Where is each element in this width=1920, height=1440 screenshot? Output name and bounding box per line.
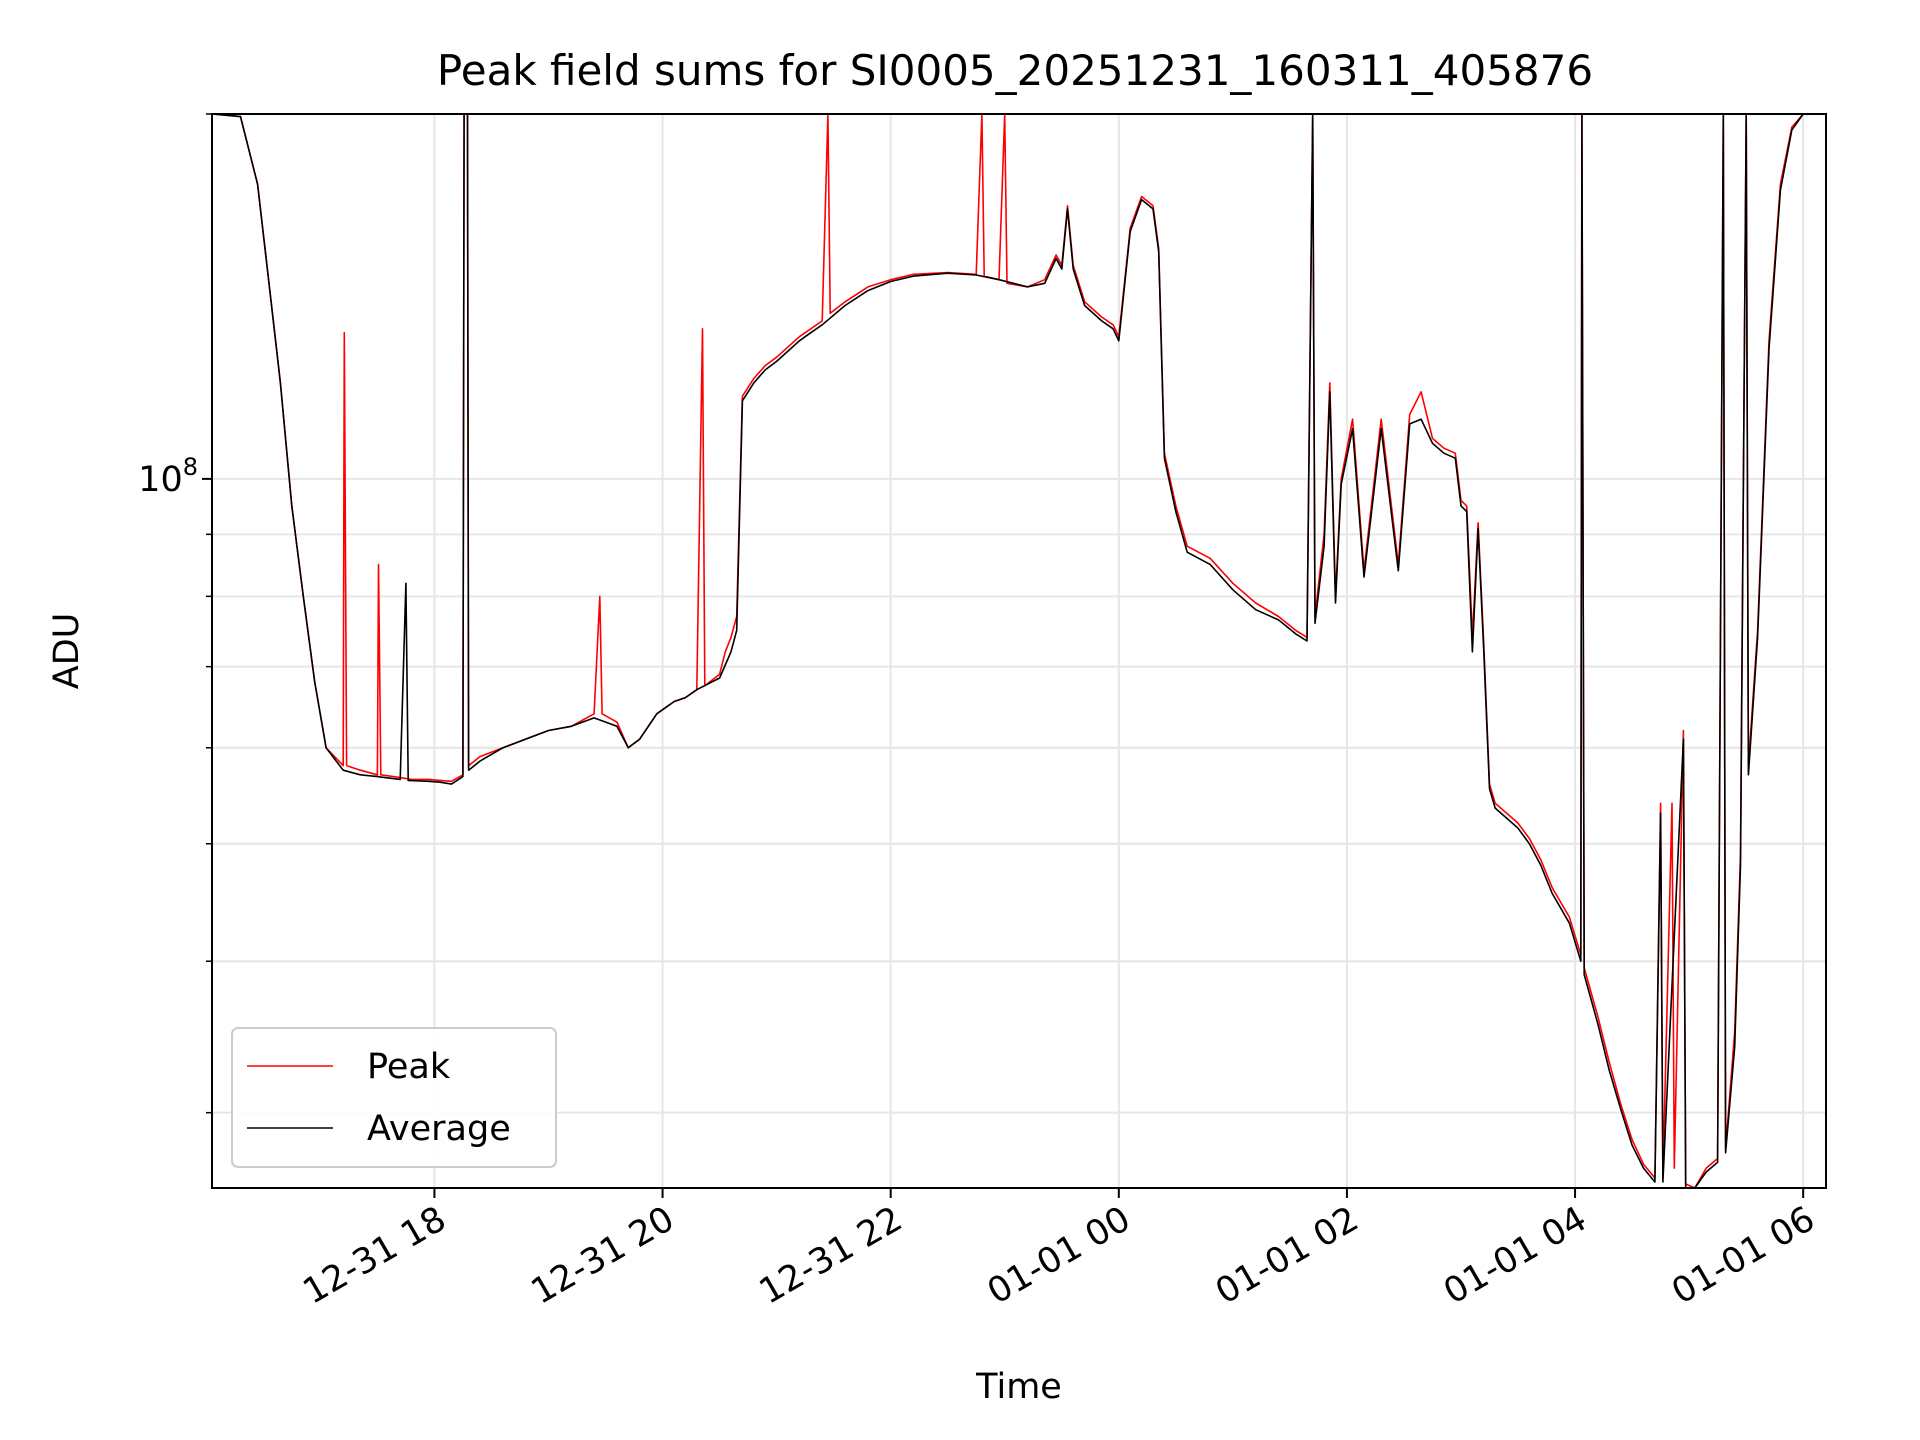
legend-box: [231, 1027, 557, 1168]
legend: Peak Average: [231, 1027, 557, 1168]
y-axis: 108: [138, 113, 212, 1114]
y-tick-label: 108: [138, 453, 198, 500]
series-line-average: [212, 114, 1826, 1188]
y-axis-label: ADU: [47, 613, 87, 690]
chart-title: Peak field sums for SI0005_20251231_1603…: [437, 46, 1593, 95]
grid: [212, 113, 1826, 1188]
legend-label-average: Average: [367, 1109, 511, 1149]
plot-frame: [211, 113, 1827, 1189]
x-axis-label: Time: [975, 1367, 1062, 1407]
legend-label-peak: Peak: [367, 1047, 451, 1087]
series-line-peak: [212, 114, 1826, 1188]
series-layer: [212, 114, 1826, 1188]
